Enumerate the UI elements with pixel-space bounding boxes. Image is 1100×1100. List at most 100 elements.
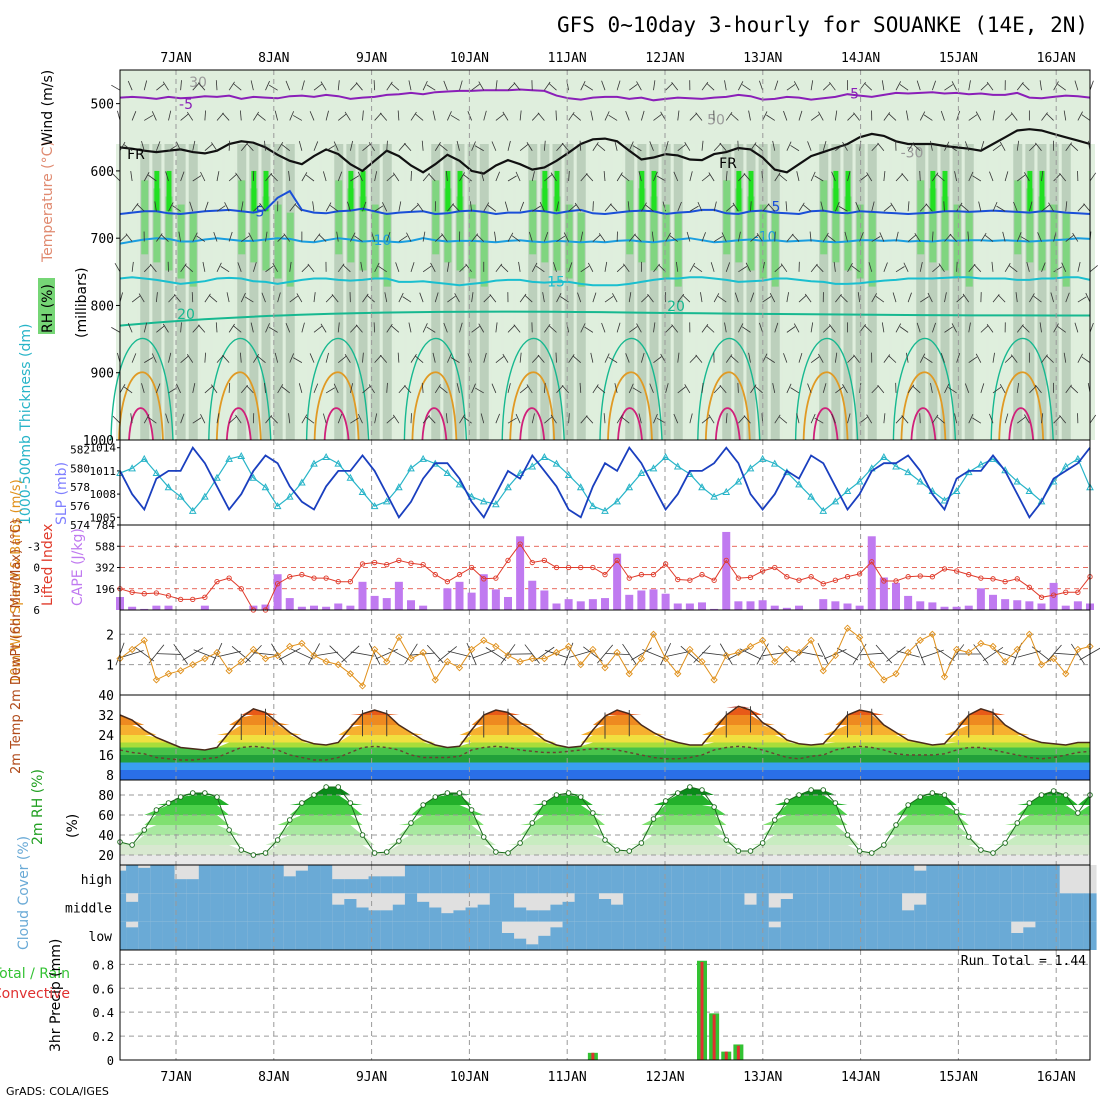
wind-barb — [708, 414, 715, 424]
wind-barb — [919, 111, 926, 121]
isotherm-line-20 — [119, 310, 1091, 327]
wind-barb — [1089, 414, 1097, 424]
wind-barb — [677, 144, 686, 152]
cloud-cell-high — [841, 865, 855, 894]
cloud-cell-high — [526, 865, 539, 894]
wind-barb — [732, 202, 739, 212]
wind-barb — [597, 143, 606, 152]
cloud-cell-middle — [417, 901, 430, 922]
wind-10m-barb — [350, 651, 375, 657]
wind-barb — [237, 262, 242, 272]
cloud-cell-middle — [889, 893, 903, 922]
slp-ytick-label-0: 1005 — [90, 511, 117, 524]
isotherm-20-plume — [794, 337, 859, 441]
thickness-point — [443, 469, 452, 477]
wind-barb — [767, 203, 776, 212]
isotherm-25-plume — [802, 371, 849, 441]
wind-barb — [556, 143, 564, 151]
wind-barb — [216, 205, 226, 212]
rh-2m-point — [396, 838, 402, 844]
wind-barb — [972, 417, 982, 424]
rh-moist-patch — [965, 212, 973, 287]
cape-bar — [504, 596, 512, 610]
rh-column — [916, 144, 926, 440]
cloud-cell-middle — [1035, 893, 1049, 922]
rh-2m-point — [323, 784, 329, 790]
wind-barb — [814, 417, 824, 424]
wind-barb — [973, 264, 982, 273]
rh-saturated-patch — [251, 170, 257, 212]
wind-barb — [1085, 292, 1091, 303]
rh-moist-patch — [480, 212, 488, 287]
wind-barb — [428, 173, 436, 182]
rh-moist-patch — [626, 180, 634, 255]
rh-column — [1013, 144, 1023, 440]
wind-barb — [689, 413, 693, 424]
cape-bar — [370, 595, 379, 610]
rh-saturated-patch — [154, 170, 160, 212]
wind-barb — [1050, 292, 1055, 303]
wind-barb — [713, 293, 720, 303]
wind-barb — [665, 232, 671, 242]
wind-barb — [816, 264, 824, 273]
wind-barb — [847, 262, 853, 273]
cape-bar — [795, 605, 803, 610]
lifted-index-point — [226, 575, 232, 581]
wind-barb — [1009, 265, 1018, 273]
wind-barb — [491, 383, 497, 394]
wind-barb — [544, 81, 551, 91]
wind-barb — [623, 263, 630, 273]
cloud-cell-high — [950, 865, 964, 894]
rh-2m-point — [759, 840, 766, 846]
wind-10m-barb — [660, 642, 672, 666]
precip-ytick-label-3: 0.6 — [92, 982, 114, 996]
top-date-label-8: 15JAN — [939, 51, 978, 66]
rh-2m-point — [444, 790, 451, 796]
thickness-point — [564, 470, 573, 478]
wind-barb — [1083, 203, 1091, 212]
wind-barb — [200, 414, 206, 424]
wind-barb — [362, 143, 371, 152]
wind-barb — [374, 171, 378, 182]
wind-barb — [572, 355, 582, 363]
lifted-index-point — [214, 579, 220, 585]
wind-barb — [216, 262, 222, 272]
cape-bar — [734, 601, 743, 610]
wind-barb — [737, 382, 739, 393]
rh-column — [261, 144, 271, 440]
thickness-point — [358, 487, 367, 495]
cloud-cell-high — [938, 865, 952, 894]
wind-barb — [725, 112, 733, 121]
wind-10m-barb — [569, 650, 593, 658]
wind-barb — [592, 384, 599, 394]
wind-barb — [265, 415, 273, 424]
cloud-cell-low — [768, 927, 782, 950]
wind-barb — [943, 201, 945, 212]
wind-barb — [829, 324, 836, 333]
wind-barb — [895, 323, 902, 333]
cape-bar — [698, 602, 706, 610]
rh-2m-point — [650, 816, 657, 822]
wind-barb — [689, 355, 698, 363]
rh-column — [613, 144, 623, 440]
isotherm-line-1 — [119, 128, 1091, 175]
wind-speed-point — [892, 670, 900, 678]
cloud-ylabel: Cloud Cover (%) — [16, 836, 32, 950]
wind-barb — [532, 205, 541, 212]
wind-barb — [141, 141, 145, 151]
wind-speed-point — [710, 676, 718, 684]
rh-2m-point — [626, 848, 633, 854]
wind-barb — [507, 383, 511, 394]
rh-column — [673, 144, 683, 440]
wind-barb — [515, 413, 521, 424]
wind-10m-barb — [308, 643, 320, 665]
wind-barb — [1041, 262, 1046, 272]
wind-speed-point — [625, 670, 633, 678]
rh-band-3 — [120, 825, 1090, 835]
wind-barb — [406, 232, 412, 242]
wind-barb — [790, 387, 800, 394]
rh-2m-point — [141, 827, 147, 833]
wind-barb — [992, 144, 1002, 152]
wind-barb — [992, 352, 995, 363]
thickness-point — [492, 500, 500, 508]
